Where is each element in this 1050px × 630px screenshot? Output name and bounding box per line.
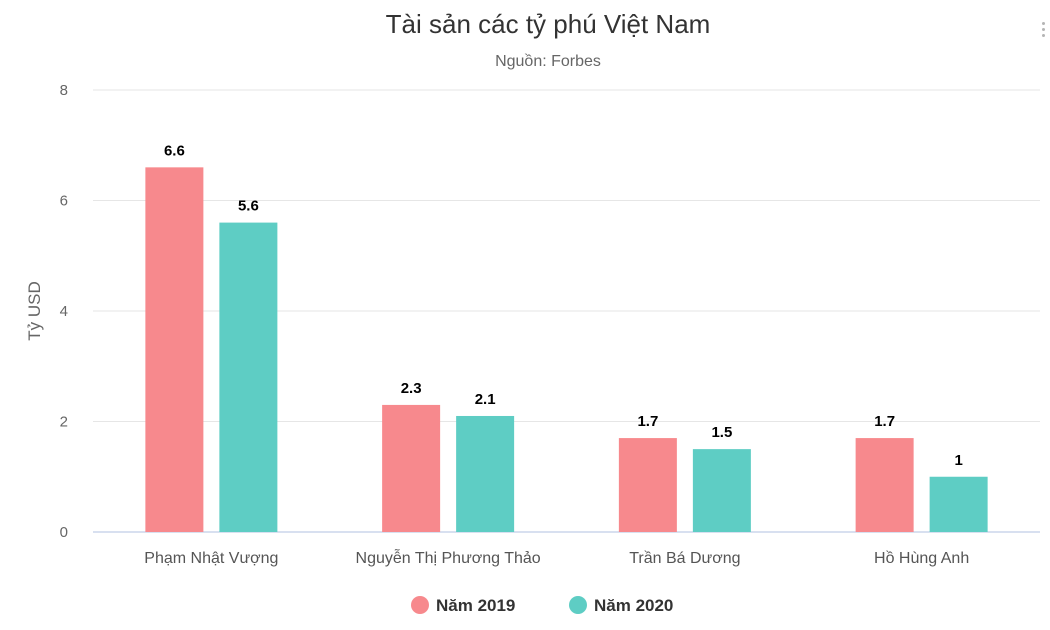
y-axis-ticks: 0 2 4 6 8 (60, 82, 68, 541)
legend-marker (411, 596, 429, 614)
data-label: 5.6 (238, 198, 259, 215)
legend-label: Năm 2020 (594, 596, 673, 615)
data-label: 1 (954, 452, 962, 469)
x-tick-label: Hồ Hùng Anh (874, 550, 969, 567)
bar-2020-3[interactable] (692, 449, 751, 532)
legend-label: Năm 2019 (436, 596, 515, 615)
x-tick-label: Phạm Nhật Vượng (144, 550, 278, 567)
data-label: 2.1 (475, 391, 496, 408)
y-tick-label: 0 (60, 524, 68, 541)
data-label: 1.5 (711, 424, 732, 441)
chart-subtitle: Nguồn: Forbes (495, 53, 601, 70)
y-tick-label: 8 (60, 82, 68, 99)
menu-dot (1042, 34, 1045, 37)
bar-2020-1[interactable] (219, 222, 278, 532)
y-tick-label: 2 (60, 414, 68, 431)
bar-2020-4[interactable] (929, 476, 988, 532)
legend-marker (569, 596, 587, 614)
x-tick-label: Trần Bá Dương (629, 550, 740, 567)
bar-2019-1[interactable] (145, 167, 204, 532)
legend: Năm 2019 Năm 2020 (411, 596, 673, 615)
x-tick-label: Nguyễn Thị Phương Thảo (356, 548, 541, 567)
menu-dot (1042, 22, 1045, 25)
legend-item-2020[interactable]: Năm 2020 (569, 596, 673, 615)
x-axis-ticks: Phạm Nhật Vượng Nguyễn Thị Phương Thảo Trầ… (144, 548, 969, 567)
data-label: 2.3 (401, 380, 422, 397)
bars (145, 167, 988, 532)
data-label: 1.7 (874, 413, 895, 430)
data-label: 1.7 (637, 413, 658, 430)
y-tick-label: 6 (60, 193, 68, 210)
data-label: 6.6 (164, 142, 185, 159)
bar-2020-2[interactable] (456, 415, 515, 532)
chart-menu-icon[interactable] (1042, 22, 1048, 40)
legend-item-2019[interactable]: Năm 2019 (411, 596, 515, 615)
y-axis-title: Tỷ USD (25, 281, 44, 341)
y-tick-label: 4 (60, 303, 68, 320)
bar-2019-2[interactable] (382, 404, 441, 532)
bar-2019-4[interactable] (855, 438, 914, 532)
bar-2019-3[interactable] (618, 438, 677, 532)
menu-dot (1042, 28, 1045, 31)
data-labels: 6.6 5.6 2.3 2.1 1.7 1.5 1.7 1 (164, 142, 963, 468)
chart-title: Tài sản các tỷ phú Việt Nam (386, 9, 711, 39)
